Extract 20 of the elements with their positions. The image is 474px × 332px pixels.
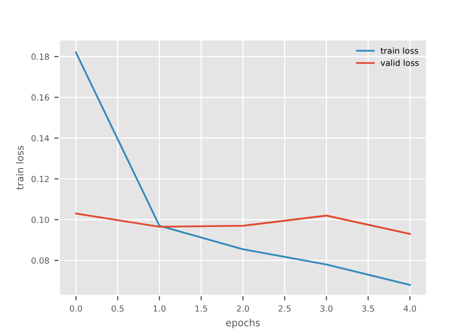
y-tick-label: 0.16 — [32, 94, 50, 101]
y-axis-title: train loss — [16, 146, 24, 190]
x-axis-title: epochs — [226, 318, 260, 328]
y-tick-label: 0.14 — [32, 135, 50, 142]
y-tick-label: 0.12 — [32, 176, 49, 182]
legend-label: valid loss — [380, 60, 419, 66]
y-tick-label: 0.18 — [32, 54, 49, 60]
legend-label: train loss — [380, 47, 418, 54]
x-tick-label: 4.0 — [404, 305, 416, 312]
x-tick-label: 1.5 — [195, 305, 208, 312]
x-tick-label: 3.0 — [320, 305, 332, 312]
x-tick-label: 3.5 — [362, 305, 374, 312]
line-series — [75, 212, 411, 235]
x-tick-label: 1.0 — [154, 305, 166, 312]
x-tick-label: 0.0 — [70, 305, 82, 312]
y-tick-label: 0.10 — [32, 216, 49, 223]
x-tick-label: 2.0 — [236, 305, 249, 312]
x-tick-label: 2.5 — [278, 305, 291, 312]
y-tick-label: 0.08 — [32, 257, 49, 264]
x-tick-label: 0.5 — [112, 305, 124, 312]
